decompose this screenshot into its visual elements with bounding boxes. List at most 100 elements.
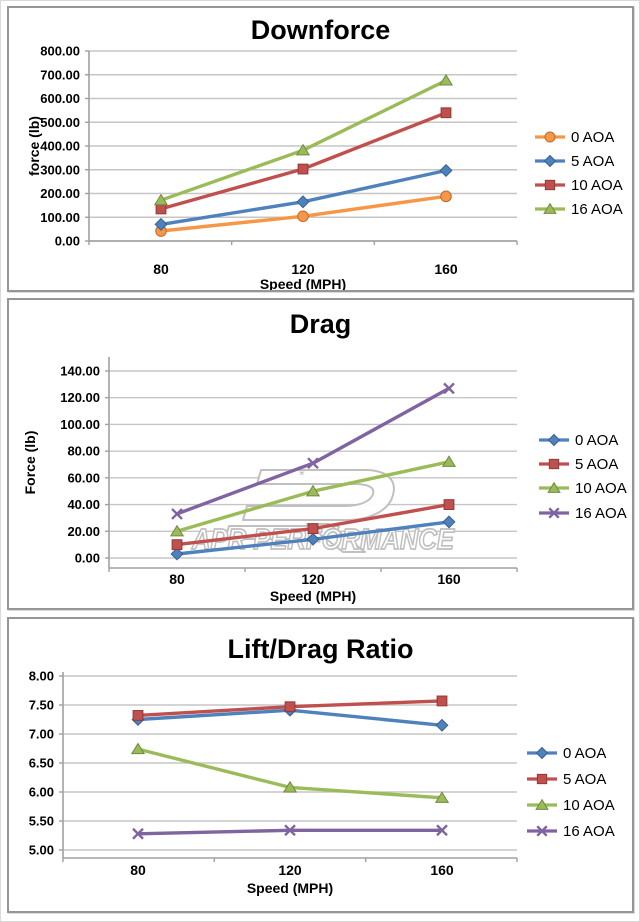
y-tick-label: 0.00 xyxy=(75,551,100,566)
y-axis-title: force (lb) xyxy=(26,116,42,176)
y-tick-label: 100.00 xyxy=(60,417,100,432)
square-marker xyxy=(544,179,556,191)
legend-label: 5 AOA xyxy=(571,153,614,170)
legend-entry: 5 AOA xyxy=(539,456,618,473)
square-marker xyxy=(297,163,309,175)
legend-label: 0 AOA xyxy=(563,745,606,762)
legend-label: 16 AOA xyxy=(575,505,627,522)
triangle-marker xyxy=(543,202,557,214)
legend-entry: 10 AOA xyxy=(535,177,623,194)
y-tick-label: 60.00 xyxy=(67,470,100,485)
legend-entry: 5 AOA xyxy=(535,153,614,170)
x-tick-label: 120 xyxy=(291,261,315,277)
y-tick-label: 20.00 xyxy=(67,524,100,539)
y-tick-label: 5.50 xyxy=(29,814,54,829)
legend: 0 AOA 5 AOA 10 AOA 16 AOA xyxy=(527,745,615,840)
x-marker xyxy=(536,825,548,837)
downforce-chart: 800.00 700.00 600.00 500.00 400.00 300.00 200.… xyxy=(9,8,632,293)
y-tick-label: 7.00 xyxy=(29,727,54,742)
y-tick-label: 200.00 xyxy=(40,186,80,201)
legend-label: 5 AOA xyxy=(575,456,618,473)
x-tick-label: 120 xyxy=(301,571,325,587)
square-marker xyxy=(440,107,452,119)
downforce-chart-panel: 800.00 700.00 600.00 500.00 400.00 300.00 200.… xyxy=(7,6,634,292)
legend-label: 16 AOA xyxy=(571,201,623,218)
liftdrag-chart-panel: 8.00 7.50 7.00 6.50 6.00 5.50 5.00 80 120 160 Spee… xyxy=(7,617,634,913)
diamond-marker xyxy=(543,154,557,168)
diamond-marker xyxy=(547,433,561,447)
liftdrag-chart-title: Lift/Drag Ratio xyxy=(227,634,414,664)
x-axis-title: Speed (MPH) xyxy=(260,276,346,290)
circle-marker xyxy=(544,131,556,143)
legend-label: 16 AOA xyxy=(563,823,615,840)
triangle-marker xyxy=(441,455,457,467)
legend-entry: 0 AOA xyxy=(527,745,606,762)
legend-label: 10 AOA xyxy=(575,480,627,497)
x-tick-label: 160 xyxy=(434,261,458,277)
y-tick-label: 140.00 xyxy=(60,364,100,379)
diamond-marker xyxy=(435,718,449,732)
drag-chart-panel: 140.00 120.00 100.00 80.00 60.00 40.00 20.00 0.… xyxy=(7,298,634,610)
lift-drag-ratio-plot: 8.00 7.50 7.00 6.50 6.00 5.50 5.00 80 120 160 Spee… xyxy=(29,669,615,897)
y-tick-label: 700.00 xyxy=(40,67,80,82)
legend-entry: 16 AOA xyxy=(539,505,627,522)
legend-entry: 10 AOA xyxy=(527,797,615,814)
y-tick-label: 5.00 xyxy=(29,843,54,858)
x-tick-label: 120 xyxy=(278,862,302,878)
square-marker xyxy=(536,773,548,785)
legend-entry: 10 AOA xyxy=(539,480,627,497)
triangle-marker xyxy=(130,742,146,755)
x-marker xyxy=(307,457,319,470)
triangle-marker xyxy=(535,798,549,810)
square-marker xyxy=(284,701,296,713)
legend-entry: 0 AOA xyxy=(535,129,614,146)
diamond-marker xyxy=(306,532,320,546)
downforce-chart-title: Downforce xyxy=(250,15,391,45)
series-line-10-aoa xyxy=(159,111,448,211)
drag-chart: 140.00 120.00 100.00 80.00 60.00 40.00 20.00 0.… xyxy=(9,300,632,608)
legend-entry: 16 AOA xyxy=(527,823,615,840)
downforce-plot: 800.00700.00600.00500.00400.00300.00200.… xyxy=(26,44,623,293)
legend: 0 AOA 5 AOA 10 AOA 16 AOA xyxy=(539,432,627,522)
drag-chart-title: Drag xyxy=(289,309,352,339)
y-tick-label: 120.00 xyxy=(60,390,100,405)
y-tick-label: 100.00 xyxy=(40,210,80,225)
triangle-marker xyxy=(547,481,561,493)
legend-label: 10 AOA xyxy=(571,177,623,194)
legend-entry: 0 AOA xyxy=(539,432,618,449)
legend-entry: 5 AOA xyxy=(527,771,606,788)
watermark-text: APR PERFORMANCE xyxy=(191,524,455,556)
triangle-marker xyxy=(305,484,321,497)
legend-entry: 16 AOA xyxy=(535,201,623,218)
x-marker xyxy=(132,827,144,840)
legend: 0 AOA 5 AOA 10 AOA 16 AOA xyxy=(535,129,623,218)
x-marker xyxy=(171,508,183,520)
square-marker xyxy=(132,710,144,721)
drag-plot: 140.00 120.00 100.00 80.00 60.00 40.00 20.00 0.… xyxy=(22,357,627,604)
y-tick-label: 6.50 xyxy=(29,756,54,771)
circle-marker xyxy=(440,190,452,203)
asterisk-mark: * xyxy=(299,467,305,484)
triangle-marker xyxy=(282,780,298,793)
y-tick-label: 7.50 xyxy=(29,698,54,713)
x-tick-label: 80 xyxy=(130,862,146,878)
square-marker xyxy=(436,695,448,707)
y-tick-label: 400.00 xyxy=(40,139,80,154)
diamond-marker xyxy=(442,515,456,529)
legend-label: 0 AOA xyxy=(575,432,618,449)
square-marker xyxy=(307,523,319,535)
triangle-marker xyxy=(295,143,311,156)
x-marker xyxy=(548,507,560,519)
square-marker xyxy=(155,203,167,215)
square-marker xyxy=(548,458,560,470)
y-tick-label: 40.00 xyxy=(67,497,100,512)
y-tick-label: 6.00 xyxy=(29,785,54,800)
x-tick-label: 160 xyxy=(437,571,461,587)
square-marker xyxy=(171,539,183,551)
y-tick-label: 600.00 xyxy=(40,91,80,106)
circle-marker xyxy=(297,210,309,223)
square-marker xyxy=(443,499,455,510)
liftdrag-chart: 8.00 7.50 7.00 6.50 6.00 5.50 5.00 80 120 160 Spee… xyxy=(9,619,632,911)
legend-label: 5 AOA xyxy=(563,771,606,788)
